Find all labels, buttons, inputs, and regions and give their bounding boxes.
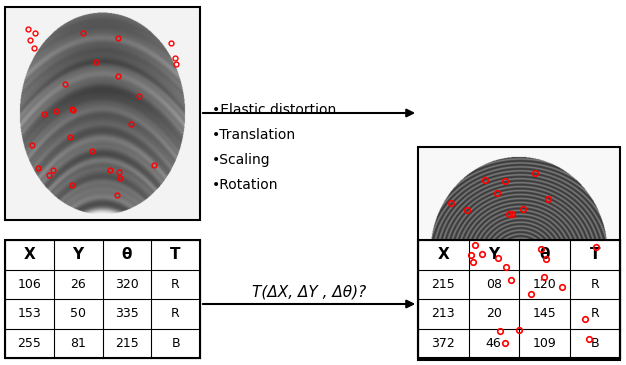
Text: B: B [590,337,599,350]
Text: 215: 215 [115,337,139,350]
Text: 335: 335 [115,307,139,320]
Text: R: R [590,307,599,320]
Text: 106: 106 [18,278,41,291]
Text: 145: 145 [532,307,556,320]
Text: 20: 20 [486,307,501,320]
Bar [418,240,620,358]
Bar [418,147,620,360]
Text: Y: Y [73,247,84,262]
Text: R: R [172,278,180,291]
Text: •Elastic distortion: •Elastic distortion [212,103,336,117]
Text: Y: Y [488,247,500,262]
Text: θ: θ [121,247,132,262]
Text: B: B [172,337,180,350]
Text: 255: 255 [18,337,41,350]
Text: •Translation: •Translation [212,128,296,142]
Text: 109: 109 [532,337,556,350]
Text: 372: 372 [431,337,455,350]
Text: 50: 50 [70,307,86,320]
Text: θ: θ [539,247,550,262]
Text: •Scaling: •Scaling [212,153,270,167]
Text: 81: 81 [70,337,86,350]
Bar [5,7,200,220]
Text: R: R [172,307,180,320]
Text: 320: 320 [115,278,139,291]
Text: •Rotation: •Rotation [212,178,279,192]
Text: 120: 120 [532,278,556,291]
Text: T(ΔX, ΔY , Δθ)?: T(ΔX, ΔY , Δθ)? [252,284,366,300]
Text: 215: 215 [431,278,455,291]
Text: 08: 08 [486,278,502,291]
Text: T: T [170,247,181,262]
Bar [5,240,200,358]
Text: X: X [24,247,35,262]
Text: 153: 153 [18,307,41,320]
Text: 213: 213 [431,307,455,320]
Text: R: R [590,278,599,291]
Text: 26: 26 [70,278,86,291]
Text: T: T [590,247,600,262]
Text: 46: 46 [486,337,501,350]
Text: X: X [438,247,449,262]
